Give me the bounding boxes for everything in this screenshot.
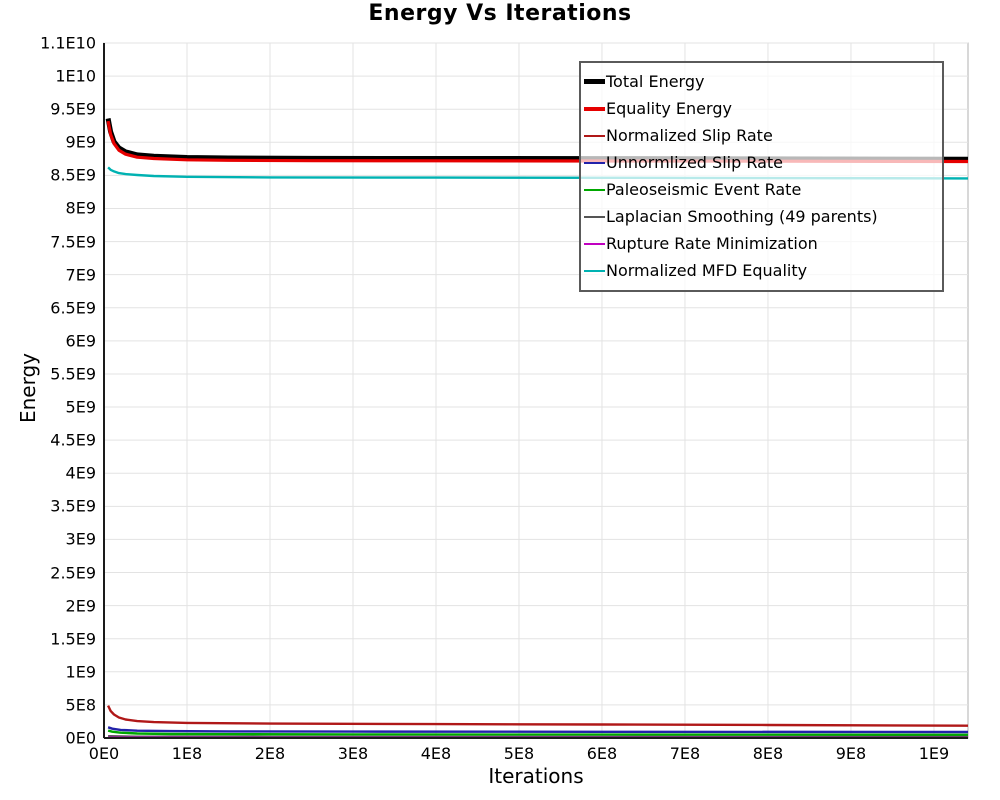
series-line [107,726,969,734]
legend-item: Laplacian Smoothing (49 parents) [584,203,936,230]
x-tick-label: 9E8 [835,744,867,763]
legend: Total Energy Equality Energy Normalized Sl… [579,61,944,292]
legend-item: Paleoseismic Event Rate [584,176,936,203]
y-tick-label: 1.5E9 [50,629,96,649]
legend-line-swatch [584,106,605,111]
x-tick-label: 3E8 [337,744,369,763]
x-tick-label: 4E8 [420,744,452,763]
legend-line-swatch [584,269,605,272]
y-tick-label: 8E9 [65,198,96,218]
legend-line-swatch [584,215,605,218]
y-tick-label: 3E9 [65,529,96,549]
y-tick-label: 5.5E9 [50,364,96,384]
y-tick-label: 4E9 [65,463,96,483]
y-tick-label: 7E9 [65,265,96,285]
y-tick-label: 1E9 [65,662,96,682]
y-tick-label: 1E10 [55,66,96,86]
legend-item-label: Total Energy [606,72,705,91]
y-tick-label: 0E0 [65,728,96,748]
series-line [107,729,969,736]
x-axis-title: Iterations [488,764,584,788]
legend-item-label: Normalized MFD Equality [606,261,808,280]
legend-item-label: Equality Energy [606,99,732,118]
x-tick-label: 1E8 [171,744,203,763]
y-tick-label: 9.5E9 [50,99,96,119]
y-tick-label: 1.1E10 [40,33,96,53]
legend-item-label: Paleoseismic Event Rate [606,180,802,199]
legend-item: Unnormlized Slip Rate [584,149,936,176]
x-tick-label: 5E8 [503,744,535,763]
chart-title: Energy Vs Iterations [368,1,632,26]
legend-line-swatch [584,161,605,164]
y-tick-label: 5E8 [65,695,96,715]
legend-item: Rupture Rate Minimization [584,230,936,257]
legend-item-label: Rupture Rate Minimization [606,234,818,253]
legend-item-label: Unnormlized Slip Rate [606,153,784,172]
y-tick-label: 4.5E9 [50,430,96,450]
series-line [107,166,969,180]
legend-line-swatch [584,188,605,191]
y-tick-label: 6.5E9 [50,298,96,318]
series-line [106,120,969,164]
legend-item: Equality Energy [584,95,936,122]
y-tick-label: 7.5E9 [50,232,96,252]
x-tick-label: 1E9 [918,744,950,763]
series-line [107,705,969,727]
y-tick-label: 6E9 [65,331,96,351]
legend-line-swatch [584,79,605,84]
x-tick-label: 2E8 [254,744,286,763]
x-tick-label: 7E8 [669,744,701,763]
x-tick-label: 6E8 [586,744,618,763]
legend-item-label: Laplacian Smoothing (49 parents) [606,207,878,226]
legend-item: Normalized MFD Equality [584,257,936,284]
y-tick-label: 3.5E9 [50,496,96,516]
y-tick-label: 8.5E9 [50,165,96,185]
legend-item-label: Normalized Slip Rate [606,126,773,145]
legend-line-swatch [584,242,605,245]
y-tick-label: 2.5E9 [50,563,96,583]
legend-item: Total Energy [584,68,936,95]
x-tick-label: 0E0 [88,744,120,763]
y-tick-label: 2E9 [65,596,96,616]
x-tick-label: 8E8 [752,744,784,763]
legend-line-swatch [584,134,605,137]
y-tick-label: 5E9 [65,397,96,417]
legend-item: Normalized Slip Rate [584,122,936,149]
y-tick-label: 9E9 [65,132,96,152]
